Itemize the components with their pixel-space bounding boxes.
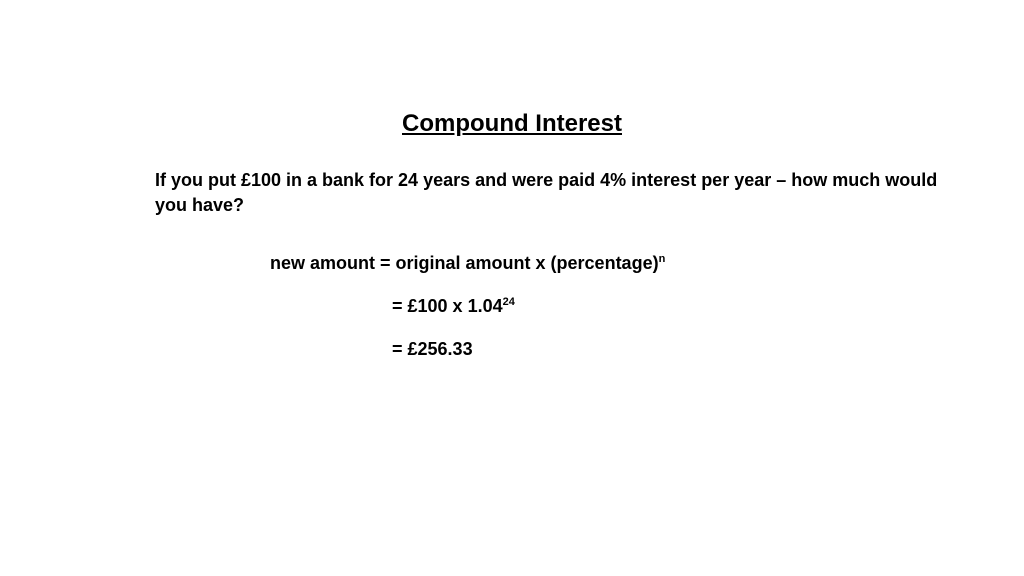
slide: Compound Interest If you put £100 in a b… [0, 0, 1024, 576]
question-text: If you put £100 in a bank for 24 years a… [155, 168, 944, 218]
step1-prefix: = £100 x 1.04 [392, 296, 503, 316]
formula-line: new amount = original amount x (percenta… [270, 253, 1024, 274]
step-1: = £100 x 1.0424 [392, 296, 1024, 317]
formula-lhs: new amount [270, 253, 375, 273]
formula-rhs: original amount x (percentage) [396, 253, 659, 273]
slide-title: Compound Interest [0, 0, 1024, 138]
step1-exponent: 24 [503, 296, 515, 308]
formula-exponent: n [659, 253, 666, 265]
step-2: = £256.33 [392, 339, 1024, 360]
